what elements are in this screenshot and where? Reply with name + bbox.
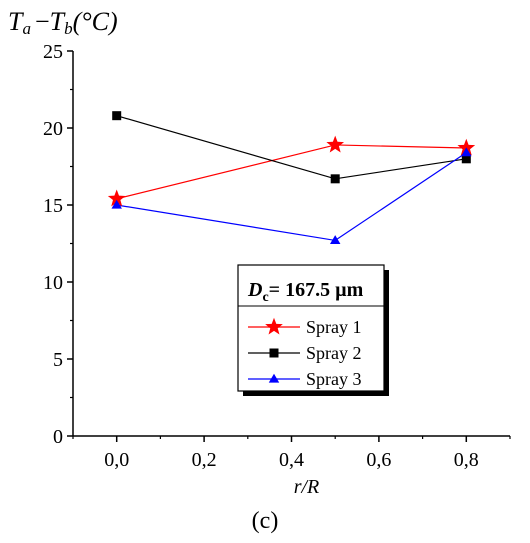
series-3-point (461, 147, 472, 157)
y-tick-label: 10 (43, 272, 63, 294)
series-2-point (461, 154, 471, 164)
y-tick-label: 15 (43, 195, 63, 217)
x-tick-label: 0,2 (192, 449, 217, 471)
series-markers (107, 111, 476, 245)
x-tick-label: 0,6 (366, 449, 391, 471)
legend-box (237, 264, 385, 392)
legend-label-1: Spray 1 (306, 317, 362, 337)
series-1-point (326, 135, 345, 153)
y-axis-title: Ta −Tb(°C) (8, 7, 118, 38)
series-3-point (329, 235, 341, 245)
legend-title: Dc= 167.5 µm (247, 279, 364, 305)
y-tick-label: 0 (53, 426, 63, 448)
legend-label-3: Spray 3 (306, 369, 362, 389)
y-title-unit: (°C) (73, 7, 118, 36)
series-2-point (112, 111, 122, 121)
y-title-t2: T (50, 7, 66, 36)
series-3-point (111, 199, 122, 209)
y-axis-ticks: 0 5 10 15 20 25 (43, 41, 73, 448)
legend-title-sub: c (262, 290, 268, 305)
legend: Dc= 167.5 µm Spray 1 Spray 2 Spray 3 (237, 264, 389, 396)
x-tick-label: 0,0 (104, 449, 129, 471)
legend-marker-2 (269, 348, 279, 358)
legend-marker-1 (265, 317, 283, 335)
y-title-minus: − (35, 7, 50, 36)
series-1-point (107, 189, 126, 207)
y-title-t1: T (8, 7, 24, 36)
series-2-point (330, 174, 340, 184)
series-line-1 (116, 144, 467, 200)
y-title-sub-a: a (22, 19, 31, 38)
y-tick-label: 20 (43, 118, 63, 140)
x-tick-label: 0,4 (279, 449, 304, 471)
legend-title-rest: = 167.5 µm (269, 279, 364, 301)
legend-marker-3 (268, 373, 280, 383)
series-lines (116, 115, 467, 242)
y-tick-label: 25 (43, 41, 63, 63)
y-tick-label: 5 (53, 349, 63, 371)
x-axis-title: r/R (294, 476, 320, 498)
panel-label: (c) (252, 508, 279, 534)
legend-entries: Spray 1 Spray 2 Spray 3 (248, 317, 362, 389)
x-axis-ticks: 0,0 0,2 0,4 0,6 0,8 (72, 436, 511, 471)
legend-title-d: D (247, 279, 262, 301)
x-tick-label: 0,8 (454, 449, 479, 471)
series-1-point (457, 138, 476, 156)
y-title-sub-b: b (64, 19, 73, 38)
legend-label-2: Spray 2 (306, 343, 362, 363)
